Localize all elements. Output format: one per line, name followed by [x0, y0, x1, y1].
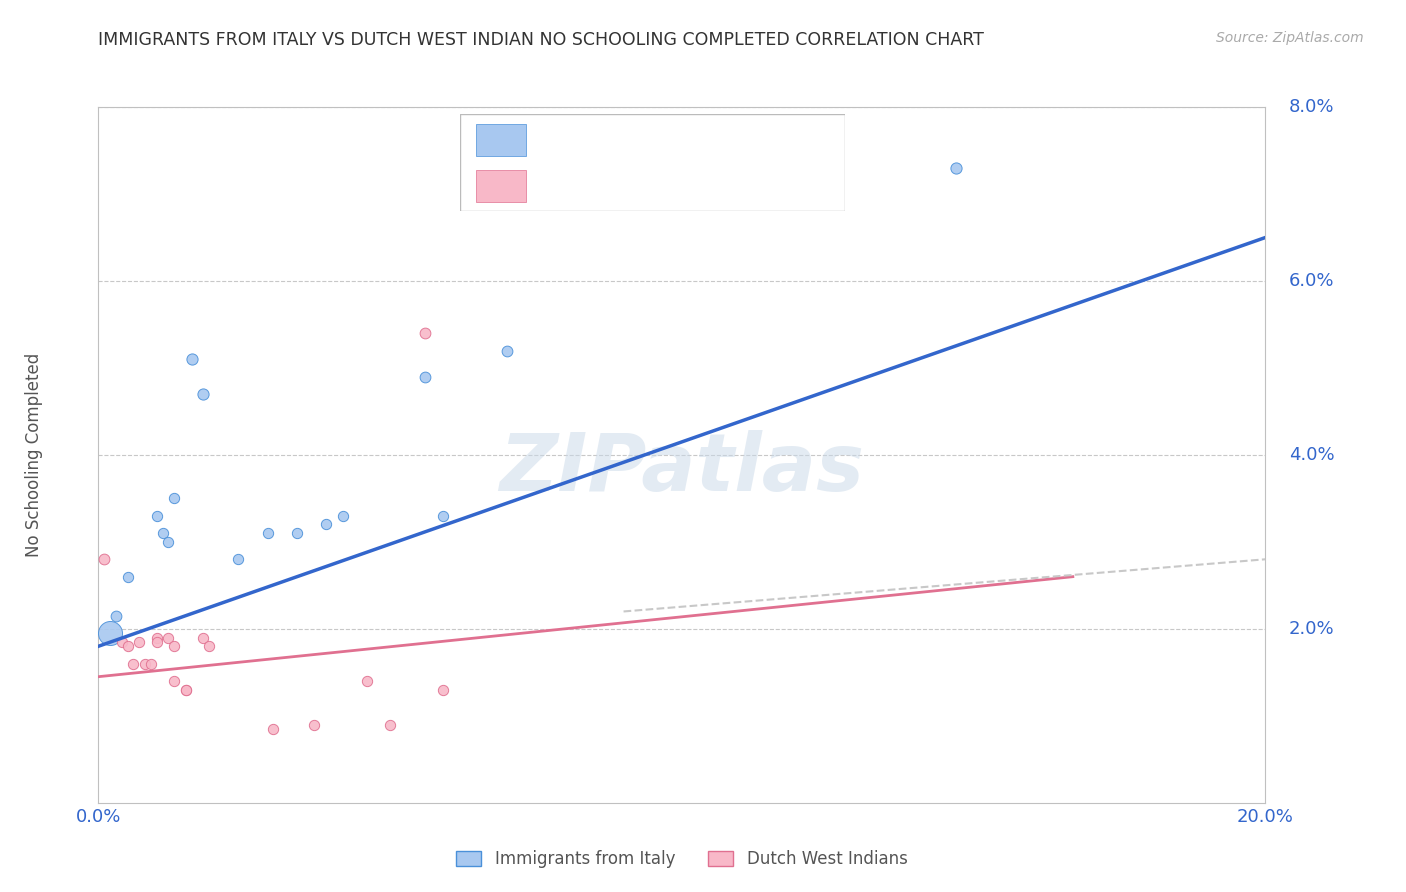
Point	[117, 639, 139, 653]
Point	[117, 570, 139, 584]
Point	[432, 508, 454, 523]
Text: No Schooling Completed: No Schooling Completed	[25, 353, 44, 557]
Point	[98, 626, 121, 640]
Point	[198, 639, 221, 653]
Text: ZIPatlas: ZIPatlas	[499, 430, 865, 508]
Point	[157, 631, 180, 645]
Text: 4.0%: 4.0%	[1289, 446, 1334, 464]
Point	[104, 608, 127, 623]
Text: 2.0%: 2.0%	[1289, 620, 1334, 638]
Point	[256, 526, 278, 541]
Point	[228, 552, 250, 566]
Point	[315, 517, 337, 532]
Point	[285, 526, 308, 541]
Point	[945, 161, 967, 175]
Point	[193, 387, 215, 401]
Point	[146, 631, 169, 645]
Text: 6.0%: 6.0%	[1289, 272, 1334, 290]
Point	[163, 639, 186, 653]
Point	[432, 682, 454, 697]
Point	[128, 635, 150, 649]
Point	[157, 535, 180, 549]
Legend: Immigrants from Italy, Dutch West Indians: Immigrants from Italy, Dutch West Indian…	[450, 843, 914, 874]
Point	[356, 674, 378, 689]
Point	[413, 326, 436, 341]
Text: IMMIGRANTS FROM ITALY VS DUTCH WEST INDIAN NO SCHOOLING COMPLETED CORRELATION CH: IMMIGRANTS FROM ITALY VS DUTCH WEST INDI…	[98, 31, 984, 49]
Point	[163, 674, 186, 689]
Point	[193, 631, 215, 645]
Point	[174, 682, 197, 697]
Point	[122, 657, 145, 671]
Point	[163, 491, 186, 506]
Point	[378, 717, 402, 731]
Point	[332, 508, 354, 523]
Point	[139, 657, 162, 671]
Point	[180, 352, 202, 367]
Point	[111, 635, 134, 649]
Point	[413, 369, 436, 384]
Point	[152, 526, 174, 541]
Text: Source: ZipAtlas.com: Source: ZipAtlas.com	[1216, 31, 1364, 45]
Point	[174, 682, 197, 697]
Point	[262, 722, 284, 736]
Point	[93, 552, 115, 566]
Point	[146, 635, 169, 649]
Point	[134, 657, 156, 671]
Point	[495, 343, 517, 358]
Text: 8.0%: 8.0%	[1289, 98, 1334, 116]
Point	[146, 508, 169, 523]
Point	[304, 717, 326, 731]
